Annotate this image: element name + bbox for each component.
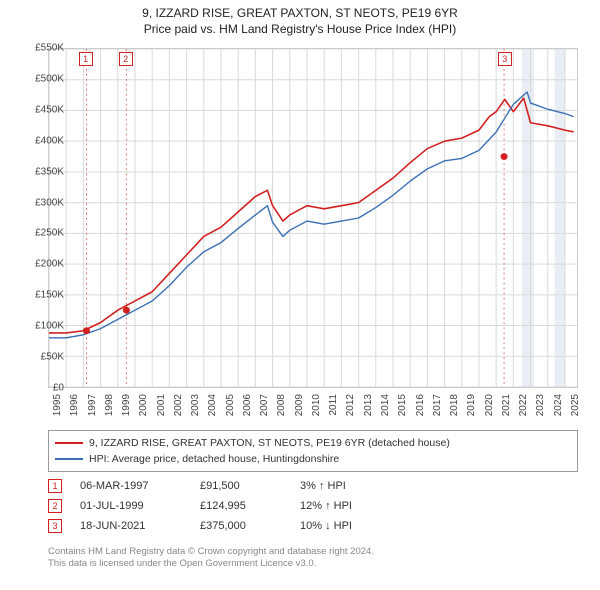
legend-label: HPI: Average price, detached house, Hunt… xyxy=(89,453,339,465)
event-delta: 10% ↓ HPI xyxy=(300,520,420,532)
x-axis-tick-label: 2013 xyxy=(363,394,374,416)
y-axis-tick-label: £250K xyxy=(20,228,64,239)
x-axis-tick-label: 2024 xyxy=(553,394,564,416)
event-marker: 2 xyxy=(48,499,62,513)
y-axis-tick-label: £0 xyxy=(20,383,64,394)
events-table: 1 06-MAR-1997 £91,500 3% ↑ HPI 2 01-JUL-… xyxy=(48,476,578,536)
x-axis-tick-label: 2019 xyxy=(466,394,477,416)
footer-attribution: Contains HM Land Registry data © Crown c… xyxy=(48,546,578,571)
event-date: 06-MAR-1997 xyxy=(80,480,200,492)
y-axis-tick-label: £100K xyxy=(20,321,64,332)
title-line-2: Price paid vs. HM Land Registry's House … xyxy=(0,22,600,36)
footer-line-2: This data is licensed under the Open Gov… xyxy=(48,558,578,570)
y-axis-tick-label: £200K xyxy=(20,259,64,270)
x-axis-tick-label: 2004 xyxy=(207,394,218,416)
y-axis-tick-label: £400K xyxy=(20,135,64,146)
event-date: 18-JUN-2021 xyxy=(80,520,200,532)
x-axis-tick-label: 2014 xyxy=(380,394,391,416)
x-axis-tick-label: 2007 xyxy=(259,394,270,416)
y-axis-tick-label: £300K xyxy=(20,197,64,208)
chart-plot-area xyxy=(48,48,578,388)
x-axis-tick-label: 2017 xyxy=(432,394,443,416)
chart-event-marker: 1 xyxy=(79,52,93,66)
x-axis-tick-label: 2008 xyxy=(276,394,287,416)
x-axis-tick-label: 2012 xyxy=(345,394,356,416)
x-axis-tick-label: 2000 xyxy=(138,394,149,416)
chart-event-marker: 3 xyxy=(498,52,512,66)
chart-container: { "title_line1": "9, IZZARD RISE, GREAT … xyxy=(0,0,600,590)
legend: 9, IZZARD RISE, GREAT PAXTON, ST NEOTS, … xyxy=(48,430,578,472)
x-axis-tick-label: 2023 xyxy=(535,394,546,416)
x-axis-tick-label: 2005 xyxy=(225,394,236,416)
event-row: 3 18-JUN-2021 £375,000 10% ↓ HPI xyxy=(48,516,578,536)
x-axis-tick-label: 2001 xyxy=(156,394,167,416)
x-axis-tick-label: 2022 xyxy=(518,394,529,416)
y-axis-tick-label: £350K xyxy=(20,166,64,177)
x-axis-tick-label: 2020 xyxy=(484,394,495,416)
x-axis-tick-label: 1997 xyxy=(87,394,98,416)
event-marker: 1 xyxy=(48,479,62,493)
y-axis-tick-label: £500K xyxy=(20,73,64,84)
x-axis-tick-label: 2003 xyxy=(190,394,201,416)
y-axis-tick-label: £550K xyxy=(20,43,64,54)
x-axis-tick-label: 2018 xyxy=(449,394,460,416)
x-axis-tick-label: 2016 xyxy=(415,394,426,416)
x-axis-tick-label: 2021 xyxy=(501,394,512,416)
y-axis-tick-label: £50K xyxy=(20,352,64,363)
x-axis-tick-label: 1998 xyxy=(104,394,115,416)
legend-label: 9, IZZARD RISE, GREAT PAXTON, ST NEOTS, … xyxy=(89,437,450,449)
chart-event-marker: 2 xyxy=(119,52,133,66)
event-price: £124,995 xyxy=(200,500,300,512)
legend-item: HPI: Average price, detached house, Hunt… xyxy=(55,451,571,467)
footer-line-1: Contains HM Land Registry data © Crown c… xyxy=(48,546,578,558)
event-delta: 12% ↑ HPI xyxy=(300,500,420,512)
chart-titles: 9, IZZARD RISE, GREAT PAXTON, ST NEOTS, … xyxy=(0,0,600,36)
x-axis-tick-label: 2010 xyxy=(311,394,322,416)
event-delta: 3% ↑ HPI xyxy=(300,480,420,492)
event-row: 1 06-MAR-1997 £91,500 3% ↑ HPI xyxy=(48,476,578,496)
event-row: 2 01-JUL-1999 £124,995 12% ↑ HPI xyxy=(48,496,578,516)
event-price: £91,500 xyxy=(200,480,300,492)
legend-item: 9, IZZARD RISE, GREAT PAXTON, ST NEOTS, … xyxy=(55,435,571,451)
x-axis-tick-label: 2025 xyxy=(570,394,581,416)
x-axis-tick-label: 2002 xyxy=(173,394,184,416)
event-marker: 3 xyxy=(48,519,62,533)
y-axis-tick-label: £450K xyxy=(20,104,64,115)
chart-svg xyxy=(49,49,577,387)
x-axis-tick-label: 1996 xyxy=(69,394,80,416)
legend-swatch xyxy=(55,442,83,444)
x-axis-tick-label: 2011 xyxy=(328,394,339,416)
x-axis-tick-label: 2015 xyxy=(397,394,408,416)
title-line-1: 9, IZZARD RISE, GREAT PAXTON, ST NEOTS, … xyxy=(0,6,600,20)
x-axis-tick-label: 2009 xyxy=(294,394,305,416)
y-axis-tick-label: £150K xyxy=(20,290,64,301)
x-axis-tick-label: 1999 xyxy=(121,394,132,416)
legend-swatch xyxy=(55,458,83,460)
x-axis-tick-label: 2006 xyxy=(242,394,253,416)
x-axis-tick-label: 1995 xyxy=(52,394,63,416)
event-price: £375,000 xyxy=(200,520,300,532)
event-date: 01-JUL-1999 xyxy=(80,500,200,512)
